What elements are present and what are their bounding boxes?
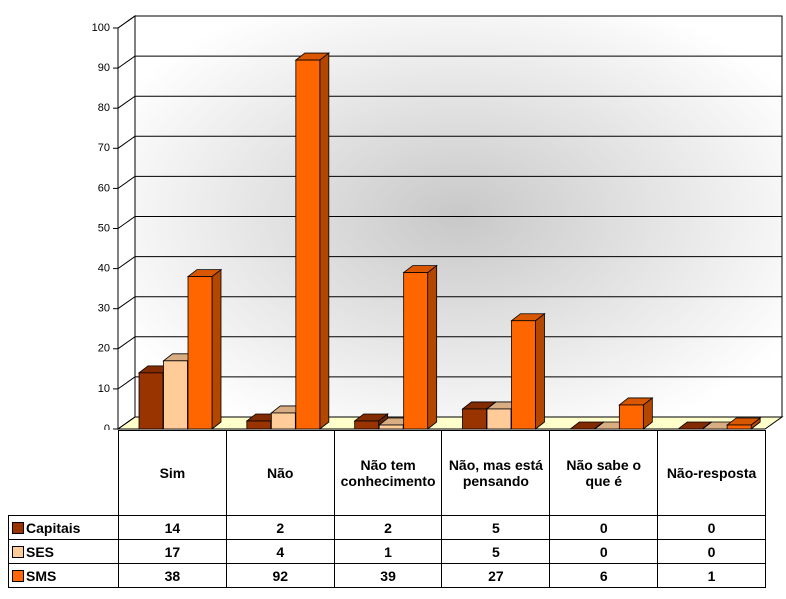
bar-side: [535, 312, 545, 430]
bar-front: [403, 272, 429, 430]
y-tick-label: 40: [98, 263, 110, 275]
y-tick-label: 20: [98, 343, 110, 355]
bar-side: [211, 268, 222, 430]
value-cell: 17: [118, 539, 227, 564]
bar-front: [726, 424, 752, 430]
legend-entry: SES: [8, 539, 119, 564]
data-table: Sim Não Não tem conhecimento Não, mas está …: [8, 430, 766, 588]
y-tick-label: 80: [98, 102, 110, 114]
category-label: Não-resposta: [657, 430, 766, 516]
bar-front: [354, 420, 380, 430]
bar: [186, 268, 223, 430]
value-cell: 92: [225, 563, 335, 588]
value-cell: 4: [225, 539, 335, 564]
category-label: Não tem conhecimento: [333, 430, 443, 516]
grid-line: [117, 55, 782, 69]
value-cell: 6: [549, 563, 659, 588]
corner: [8, 430, 119, 516]
category-label: Não: [225, 430, 335, 516]
bar-front: [163, 360, 188, 430]
value-cell: 1: [657, 563, 766, 588]
series-row: Capitais 14 2 2 5 0 0: [8, 515, 766, 540]
grid-line: [117, 376, 782, 390]
category-label: Não sabe o que é: [549, 430, 659, 516]
grid-line: [117, 135, 782, 149]
grid-line: [117, 15, 782, 29]
legend-label: SMS: [26, 567, 57, 584]
grid-line: [117, 296, 782, 310]
y-tick-label: 10: [98, 383, 110, 395]
grid-line: [117, 336, 782, 350]
bar-front: [295, 59, 321, 430]
bar-front: [486, 408, 512, 430]
grid-line: [117, 95, 782, 109]
bar-front: [511, 320, 536, 430]
bar-side: [319, 52, 330, 430]
header-row: Sim Não Não tem conhecimento Não, mas está …: [8, 430, 766, 516]
y-tick-label: 100: [92, 22, 110, 34]
legend-entry: Capitais: [8, 515, 119, 540]
value-cell: 2: [333, 515, 443, 540]
bar: [510, 312, 546, 430]
value-cell: 0: [657, 539, 766, 564]
bar-front: [378, 424, 404, 430]
value-cell: 5: [441, 515, 551, 540]
value-cell: 0: [549, 539, 659, 564]
bar-side: [427, 264, 438, 430]
legend-entry: SMS: [8, 563, 119, 588]
bar: [294, 52, 330, 430]
grid-line: [117, 416, 782, 430]
category-label: Não, mas está pensando: [441, 430, 551, 516]
value-cell: 1: [333, 539, 443, 564]
y-tick-label: 0: [104, 423, 110, 430]
grid-line: [117, 256, 782, 270]
value-cell: 39: [333, 563, 443, 588]
chart: 0 10 20 30 40 50 60 70 80 90 100: [92, 15, 784, 430]
bar-front: [187, 276, 213, 430]
bar-front: [138, 372, 164, 430]
series-row: SES 17 4 1 5 0 0: [8, 539, 766, 564]
y-tick-label: 50: [98, 222, 110, 234]
value-cell: 0: [549, 515, 659, 540]
legend-swatch: [12, 569, 24, 582]
y-tick-label: 90: [98, 62, 110, 74]
value-cell: 27: [441, 563, 551, 588]
grid-line: [117, 216, 782, 229]
category-label: Sim: [118, 430, 227, 516]
bar: [402, 264, 438, 430]
bar-front: [618, 404, 644, 430]
bar-front: [270, 412, 296, 430]
series-row: SMS 38 92 39 27 6 1: [8, 563, 766, 588]
value-cell: 38: [118, 563, 227, 588]
bar: [726, 417, 762, 430]
bar-front: [462, 408, 487, 430]
value-cell: 2: [225, 515, 335, 540]
y-tick-label: 60: [98, 182, 110, 194]
bar-front: [246, 420, 272, 430]
legend-label: SES: [26, 543, 55, 560]
value-cell: 5: [441, 539, 551, 564]
bar: [618, 397, 654, 430]
value-cell: 0: [657, 515, 766, 540]
y-tick-label: 70: [98, 142, 110, 154]
legend-label: Capitais: [26, 519, 81, 536]
value-cell: 14: [118, 515, 227, 540]
y-tick-label: 30: [98, 303, 110, 315]
grid-line: [117, 175, 782, 189]
legend-swatch: [12, 545, 24, 558]
legend-swatch: [12, 521, 24, 534]
